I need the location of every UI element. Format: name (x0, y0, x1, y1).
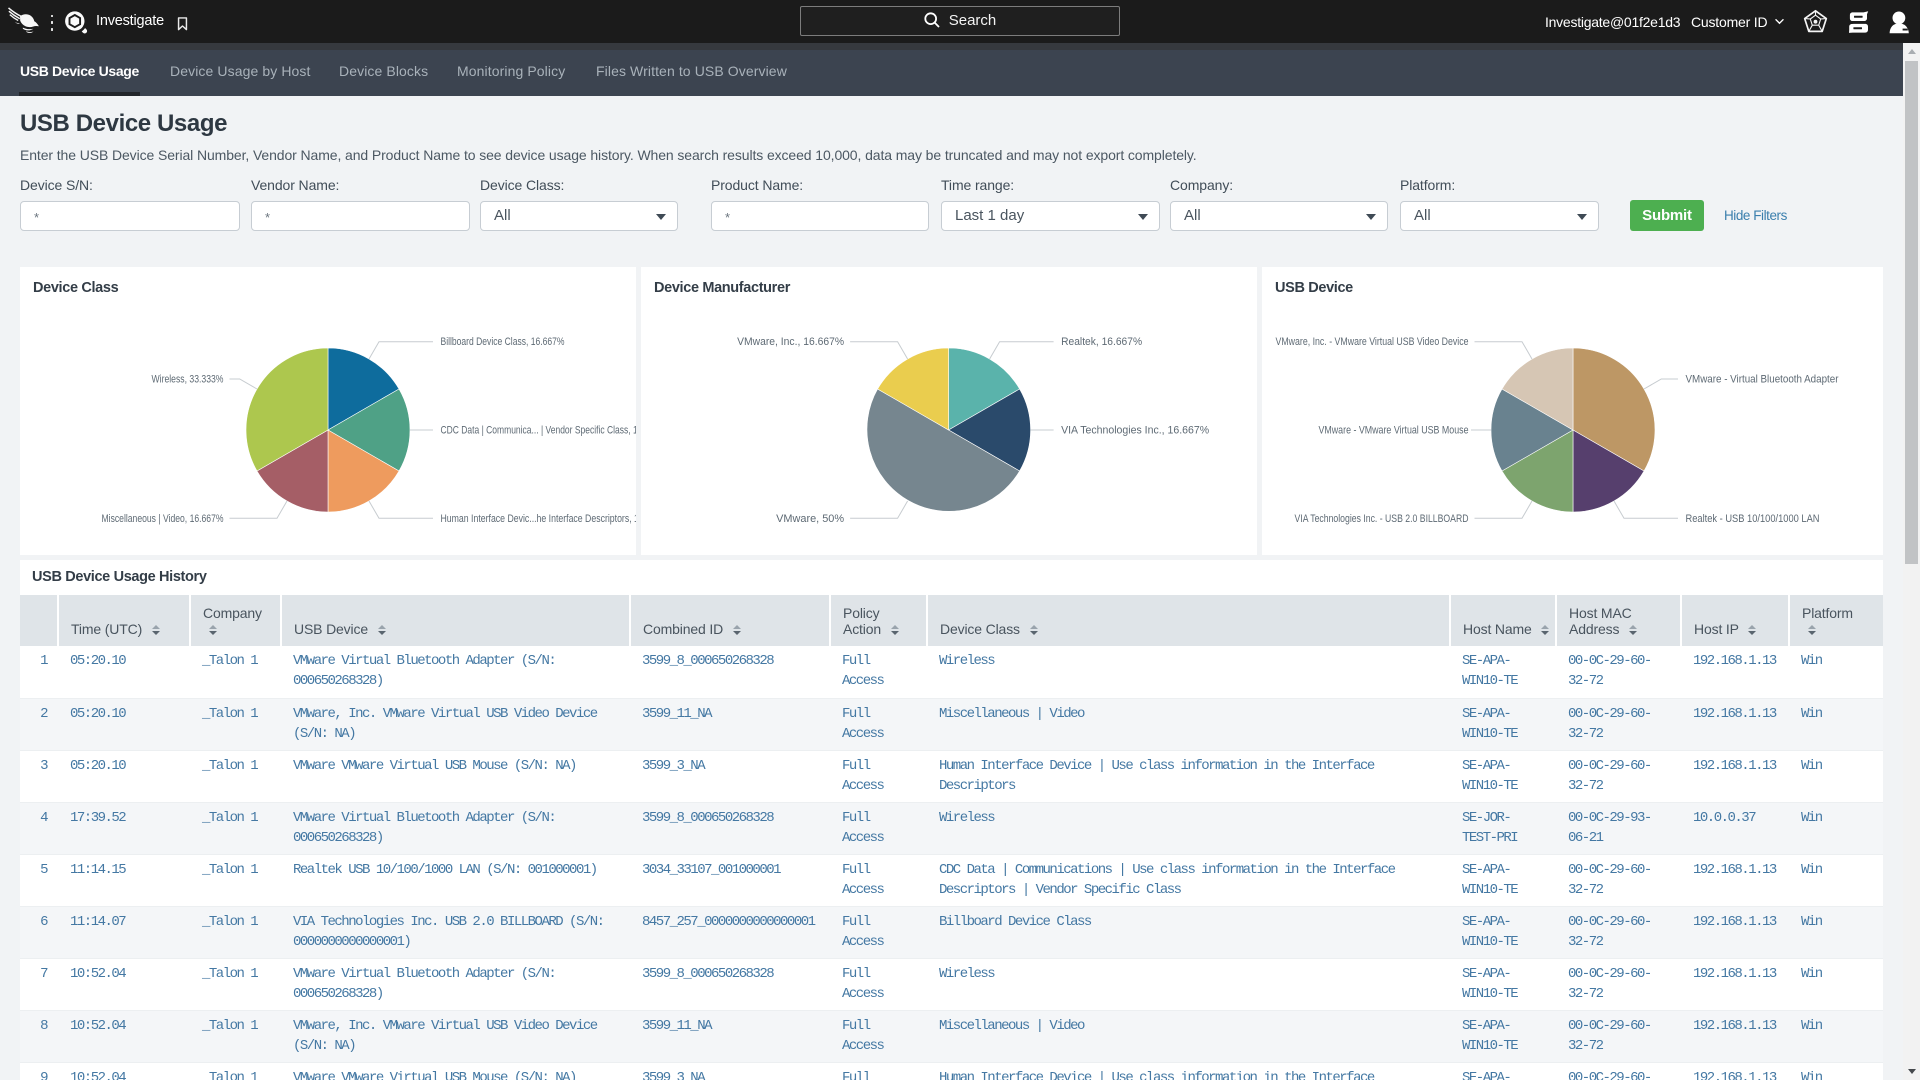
svg-text:Miscellaneous | Video, 16.667%: Miscellaneous | Video, 16.667% (102, 513, 224, 525)
svg-text:VMware, Inc., 16.667%: VMware, Inc., 16.667% (737, 336, 844, 348)
svg-text:Human Interface Devic...he Int: Human Interface Devic...he Interface Des… (441, 513, 637, 525)
svg-text:Wireless, 33.333%: Wireless, 33.333% (152, 374, 224, 386)
svg-text:VIA Technologies Inc. - USB 2.: VIA Technologies Inc. - USB 2.0 BILLBOAR… (1295, 513, 1469, 525)
svg-text:VMware, 50%: VMware, 50% (776, 513, 844, 525)
svg-text:Billboard Device Class, 16.667: Billboard Device Class, 16.667% (441, 336, 565, 348)
svg-text:VMware, Inc. - VMware Virtual: VMware, Inc. - VMware Virtual USB Video … (1276, 336, 1469, 348)
svg-text:Realtek - USB 10/100/1000 LAN: Realtek - USB 10/100/1000 LAN (1686, 513, 1820, 525)
svg-text:CDC Data | Communica... | Vend: CDC Data | Communica... | Vendor Specifi… (441, 425, 637, 437)
svg-text:VIA Technologies Inc., 16.667%: VIA Technologies Inc., 16.667% (1061, 425, 1209, 437)
svg-text:Realtek, 16.667%: Realtek, 16.667% (1061, 336, 1142, 348)
svg-text:VMware - Virtual Bluetooth Ada: VMware - Virtual Bluetooth Adapter (1686, 374, 1839, 386)
svg-text:VMware - VMware Virtual USB Mo: VMware - VMware Virtual USB Mouse (1319, 425, 1469, 437)
